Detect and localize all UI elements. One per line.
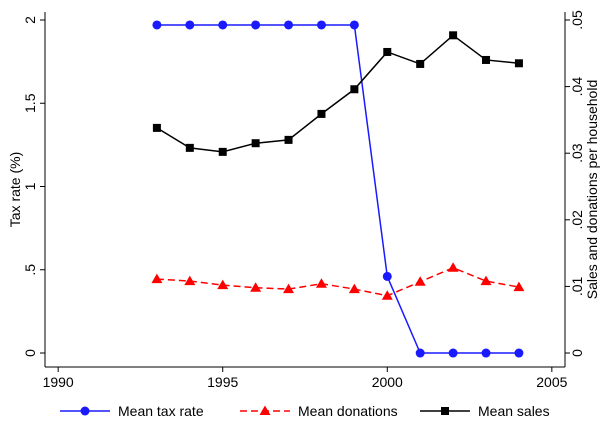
data-point bbox=[317, 109, 326, 118]
y-tick-label: .5 bbox=[22, 264, 38, 276]
legend-marker bbox=[259, 405, 271, 415]
y-axis-title: Tax rate (%) bbox=[7, 152, 23, 227]
legend-label: Mean tax rate bbox=[118, 403, 204, 419]
data-point bbox=[480, 275, 492, 286]
data-point bbox=[251, 139, 260, 148]
legend-label: Mean donations bbox=[298, 403, 398, 419]
data-point bbox=[315, 278, 327, 288]
data-point bbox=[383, 47, 392, 56]
data-point bbox=[348, 283, 360, 294]
data-point bbox=[283, 283, 295, 294]
y-tick-label: 0 bbox=[22, 349, 38, 357]
data-point bbox=[514, 348, 524, 358]
series-line bbox=[156, 24, 519, 354]
data-point bbox=[448, 348, 458, 358]
data-point bbox=[449, 31, 458, 40]
y2-tick-label: 0 bbox=[569, 349, 585, 357]
data-point bbox=[316, 20, 326, 30]
data-point bbox=[218, 147, 227, 156]
data-point bbox=[184, 275, 196, 286]
y-tick-label: 1 bbox=[22, 182, 38, 190]
data-point bbox=[415, 348, 425, 358]
data-point bbox=[514, 59, 523, 68]
data-point bbox=[217, 279, 229, 290]
data-point bbox=[250, 282, 262, 292]
data-point bbox=[381, 290, 393, 300]
y2-tick-label: .02 bbox=[569, 210, 585, 230]
series-line bbox=[156, 34, 519, 153]
y2-axis-title: Sales and donations per household bbox=[584, 80, 600, 300]
y2-tick-label: .01 bbox=[569, 276, 585, 296]
legend-label: Mean sales bbox=[478, 403, 550, 419]
data-point bbox=[185, 143, 194, 152]
legend-marker bbox=[441, 407, 449, 415]
data-point bbox=[350, 85, 359, 94]
series-line bbox=[156, 266, 520, 297]
data-point bbox=[447, 262, 459, 272]
data-point bbox=[414, 276, 426, 286]
data-point bbox=[284, 135, 293, 144]
y2-tick-label: .03 bbox=[569, 143, 585, 163]
legend-marker bbox=[80, 406, 90, 416]
data-point bbox=[185, 20, 195, 30]
data-point bbox=[481, 348, 491, 358]
x-tick-label: 2000 bbox=[372, 374, 403, 390]
data-point bbox=[416, 59, 425, 68]
y-tick-label: 2 bbox=[22, 16, 38, 24]
x-tick-label: 1990 bbox=[43, 374, 74, 390]
x-tick-label: 1995 bbox=[207, 374, 238, 390]
data-point bbox=[349, 20, 359, 30]
data-point bbox=[482, 55, 491, 64]
data-point bbox=[151, 273, 163, 284]
y-tick-label: 1.5 bbox=[22, 93, 38, 113]
y2-tick-label: .04 bbox=[569, 77, 585, 97]
data-point bbox=[152, 20, 162, 30]
data-point bbox=[284, 20, 294, 30]
data-point bbox=[513, 281, 525, 292]
data-point bbox=[152, 123, 161, 132]
x-tick-label: 2005 bbox=[536, 374, 567, 390]
data-point bbox=[218, 20, 228, 30]
y2-tick-label: .05 bbox=[569, 10, 585, 30]
data-point bbox=[382, 271, 392, 281]
data-point bbox=[251, 20, 261, 30]
